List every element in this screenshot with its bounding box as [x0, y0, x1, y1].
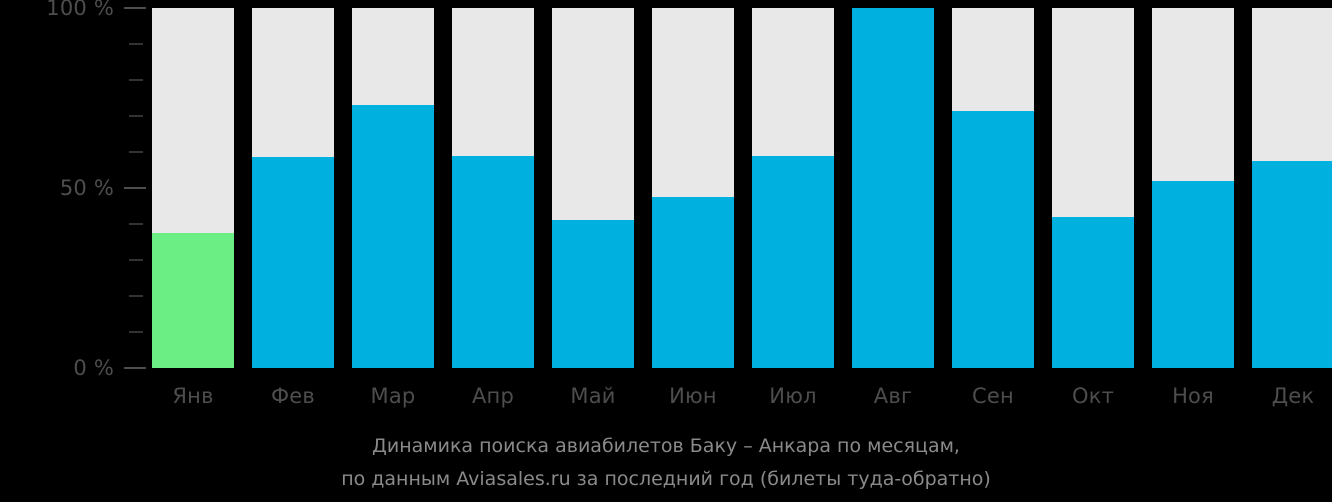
x-axis-label: Фев: [271, 384, 315, 408]
chart-caption: Динамика поиска авиабилетов Баку – Анкар…: [0, 430, 1332, 496]
bar-track: [1152, 8, 1234, 181]
y-axis-minor-tick: [129, 223, 143, 225]
x-axis-label: Мар: [370, 384, 416, 408]
bar-track: [652, 8, 734, 197]
bar-fill[interactable]: [1252, 161, 1332, 368]
x-axis-label: Июн: [669, 384, 717, 408]
x-axis-label: Окт: [1071, 384, 1115, 408]
bar-fill[interactable]: [752, 155, 834, 368]
bar-track: [252, 8, 334, 158]
y-axis-label: 50 %: [59, 176, 114, 200]
bar-fill[interactable]: [352, 105, 434, 368]
bar-fill[interactable]: [252, 157, 334, 368]
y-axis-major-tick: [124, 187, 146, 189]
y-axis-major-tick: [124, 7, 146, 9]
x-axis-label: Янв: [172, 384, 214, 408]
y-axis: 0 % 50 % 100 %: [0, 0, 152, 502]
x-axis-label: Июл: [769, 384, 817, 408]
bar-fill[interactable]: [452, 155, 534, 368]
x-axis-label: Дек: [1271, 384, 1315, 408]
bar-track: [452, 8, 534, 156]
bar-fill[interactable]: [1152, 180, 1234, 368]
y-axis-label: 0 %: [73, 356, 114, 380]
bar-track: [1252, 8, 1332, 161]
y-axis-minor-tick: [129, 79, 143, 81]
x-axis-label: Апр: [471, 384, 515, 408]
bar-fill[interactable]: [1052, 216, 1134, 368]
x-axis-label: Авг: [873, 384, 913, 408]
x-axis-label: Сен: [972, 384, 1014, 408]
plot-area: Янв Фев Мар Апр Май Июн Июл Авг Сен Окт Ноя Дек: [152, 0, 1332, 502]
bar-track: [552, 8, 634, 221]
bar-track: [352, 8, 434, 106]
y-axis-minor-tick: [129, 43, 143, 45]
bar-track: [752, 8, 834, 156]
x-axis-label: Ноя: [1172, 384, 1214, 408]
caption-line-2: по данным Aviasales.ru за последний год …: [341, 468, 991, 490]
caption-line-1: Динамика поиска авиабилетов Баку – Анкар…: [372, 435, 960, 457]
y-axis-minor-tick: [129, 295, 143, 297]
bar-track: [152, 8, 234, 233]
bar-fill[interactable]: [552, 220, 634, 368]
bar-fill[interactable]: [852, 8, 934, 368]
y-axis-minor-tick: [129, 115, 143, 117]
bar-track: [952, 8, 1034, 111]
x-axis-label: Май: [570, 384, 616, 408]
bar-fill[interactable]: [652, 197, 734, 368]
y-axis-label: 100 %: [46, 0, 114, 20]
bar-track: [1052, 8, 1134, 217]
y-axis-minor-tick: [129, 151, 143, 153]
bar-fill[interactable]: [952, 110, 1034, 368]
y-axis-minor-tick: [129, 259, 143, 261]
bar-fill[interactable]: [152, 233, 234, 368]
y-axis-major-tick: [124, 367, 146, 369]
y-axis-minor-tick: [129, 331, 143, 333]
